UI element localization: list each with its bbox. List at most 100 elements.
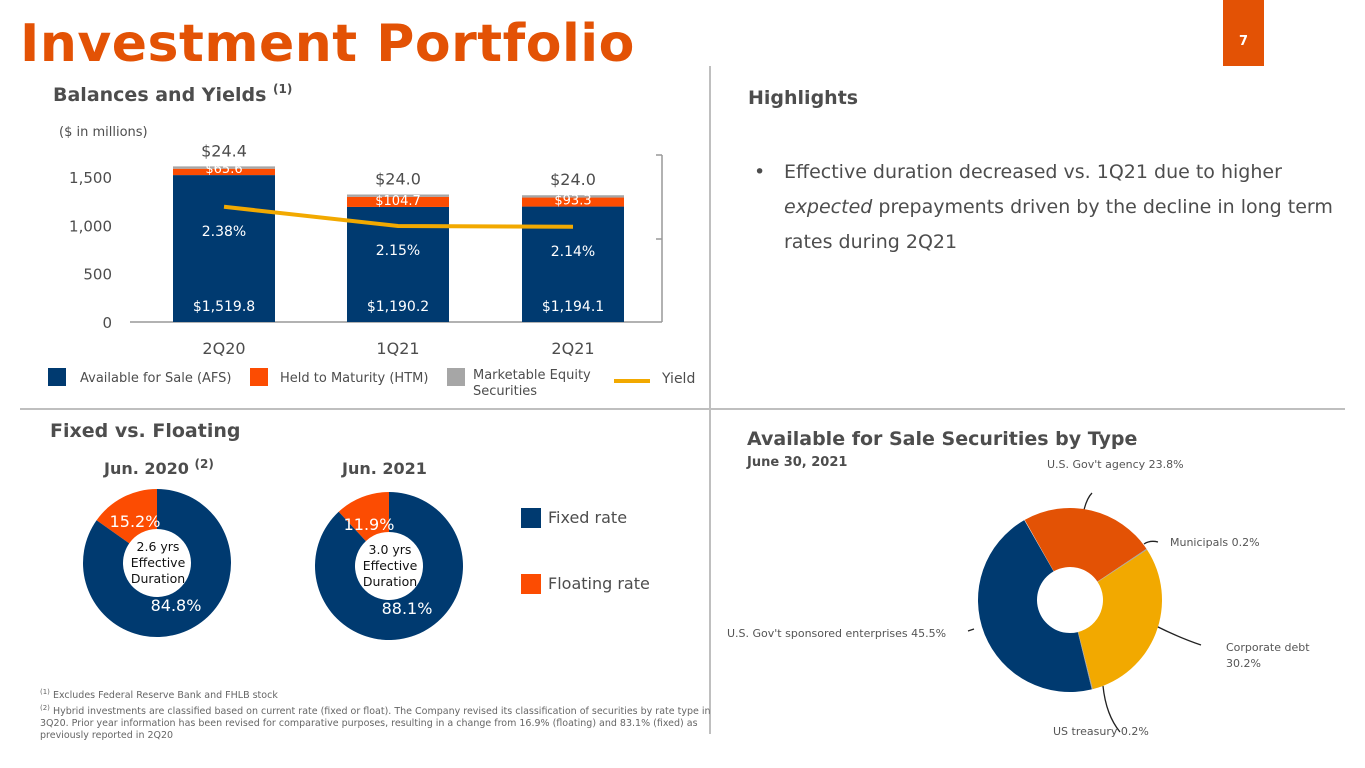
units-label: ($ in millions) (59, 125, 148, 140)
x-tick-label: 1Q21 (376, 339, 419, 358)
balances-bar-chart: 0 500 1,000 1,500 2Q20 $1,519.8 $65.6 $24.4 1Q21… (69, 141, 663, 358)
highlights-heading: Highlights (748, 87, 859, 109)
legend-swatch-htm (250, 368, 268, 386)
leader-lines (967, 492, 1202, 733)
pie-label-municipals: Municipals 0.2% (1170, 536, 1260, 549)
yield-data-label: 2.15% (376, 243, 420, 259)
pie-label-treasury: US treasury 0.2% (1053, 725, 1149, 738)
legend-label-htm: Held to Maturity (HTM) (280, 371, 429, 386)
highlight-text-2: prepayments driven by the decline in lon… (784, 196, 1333, 253)
bar-htm (347, 196, 449, 207)
y-tick-label: 500 (83, 266, 112, 284)
bar-equity (522, 195, 624, 198)
yield-line (223, 204, 574, 229)
footnotes: (1) Excludes Federal Reserve Bank and FH… (40, 686, 720, 742)
page-title: Investment Portfolio (20, 14, 635, 74)
legend-label-afs: Available for Sale (AFS) (80, 371, 232, 386)
donut-2020-title: Jun. 2020 (2) (104, 457, 214, 478)
slice-treasury (1077, 631, 1093, 690)
x-tick-label: 2Q21 (551, 339, 594, 358)
fixed-slice (83, 489, 231, 637)
slice-agency (1024, 508, 1147, 582)
legend-swatch-yield (614, 379, 650, 383)
fixed-floating-donuts: 15.2%84.8%2.6 yrsEffectiveDuration11.9%8… (83, 489, 463, 640)
pie-label-gse: U.S. Gov't sponsored enterprises 45.5% (727, 627, 947, 640)
page-number: 7 (1223, 0, 1264, 66)
footnote-2-text: Hybrid investments are classified based … (40, 706, 711, 742)
bar-equity (347, 194, 449, 197)
duration-label: Effective (363, 558, 418, 573)
bar-htm (522, 197, 624, 207)
afs-type-donut (967, 492, 1202, 733)
afs-type-subheading: June 30, 2021 (747, 455, 848, 470)
donut-2021-title: Jun. 2021 (342, 459, 427, 478)
y-tick-label: 1,500 (69, 169, 112, 187)
fixed-floating-heading: Fixed vs. Floating (50, 420, 241, 442)
footnote-1-text: Excludes Federal Reserve Bank and FHLB s… (52, 690, 278, 702)
equity-data-label: $24.0 (375, 170, 421, 189)
heading-footnote-mark: (1) (273, 82, 293, 96)
bullet-icon: • (754, 161, 766, 183)
footnote-1-mark: (1) (40, 688, 50, 696)
duration-label: 2.6 yrs (137, 539, 180, 554)
afs-data-label: $1,194.1 (542, 299, 604, 315)
x-tick-label: 2Q20 (202, 339, 245, 358)
highlight-text: Effective duration decreased vs. 1Q21 du… (784, 155, 1344, 260)
legend-swatch-fixed (521, 508, 541, 528)
donut-2020-title-text: Jun. 2020 (104, 459, 189, 478)
duration-label: 3.0 yrs (369, 542, 412, 557)
bar-afs (173, 175, 275, 322)
slice-corporate (1078, 549, 1162, 690)
afs-type-heading: Available for Sale Securities by Type (747, 428, 1138, 450)
footnote-2-mark: (2) (40, 704, 50, 713)
yield-data-label: 2.38% (202, 224, 246, 240)
equity-data-label: $24.0 (550, 170, 596, 189)
fixed-pct-label: 88.1% (382, 599, 433, 618)
duration-label: Effective (131, 555, 186, 570)
fixed-pct-label: 84.8% (151, 596, 202, 615)
horizontal-divider (20, 408, 1345, 410)
floating-slice (96, 489, 157, 544)
pie-label-corporate-value: 30.2% (1226, 657, 1261, 670)
pie-label-corporate: Corporate debt (1226, 641, 1310, 654)
legend-label-yield: Yield (662, 371, 696, 387)
fixed-slice (315, 492, 463, 640)
legend-swatch-equity (447, 368, 465, 386)
leader-line-corporate (1155, 625, 1202, 646)
y-tick-label: 1,000 (69, 217, 112, 235)
legend-label-equity: Marketable Equity Securities (473, 368, 591, 399)
leader-line-treasury (1102, 685, 1121, 733)
floating-pct-label: 15.2% (110, 512, 161, 531)
legend-label-floating: Floating rate (548, 574, 650, 593)
htm-data-label: $104.7 (375, 194, 421, 209)
vertical-divider (709, 66, 711, 734)
pie-label-agency: U.S. Gov't agency 23.8% (1047, 458, 1184, 471)
floating-slice (338, 492, 389, 542)
bar-htm (173, 168, 275, 176)
floating-pct-label: 11.9% (344, 515, 395, 534)
donut-2020-note: (2) (194, 457, 214, 471)
duration-label: Duration (363, 574, 417, 589)
footnote-1: (1) Excludes Federal Reserve Bank and FH… (40, 686, 720, 702)
htm-data-label: $65.6 (205, 162, 242, 177)
slice-municipals (1097, 548, 1148, 583)
legend-swatch-afs (48, 368, 66, 386)
leader-line-municipals (1143, 540, 1159, 545)
leader-line-gse (967, 628, 975, 632)
highlight-text-1: Effective duration decreased vs. 1Q21 du… (784, 161, 1282, 183)
bar-equity (173, 166, 275, 169)
footnote-2: (2) Hybrid investments are classified ba… (40, 702, 720, 742)
afs-data-label: $1,519.8 (193, 299, 255, 315)
highlight-text-em: expected (784, 196, 873, 218)
legend-label-fixed: Fixed rate (548, 508, 628, 527)
htm-data-label: $93.3 (554, 194, 591, 209)
slice-gse (978, 520, 1092, 692)
legend-swatch-floating (521, 574, 541, 594)
balances-heading-text: Balances and Yields (53, 84, 267, 106)
duration-label: Duration (131, 571, 185, 586)
equity-data-label: $24.4 (201, 141, 247, 160)
yield-data-label: 2.14% (551, 244, 595, 260)
afs-data-label: $1,190.2 (367, 299, 429, 315)
balances-heading: Balances and Yields (1) (53, 82, 293, 106)
